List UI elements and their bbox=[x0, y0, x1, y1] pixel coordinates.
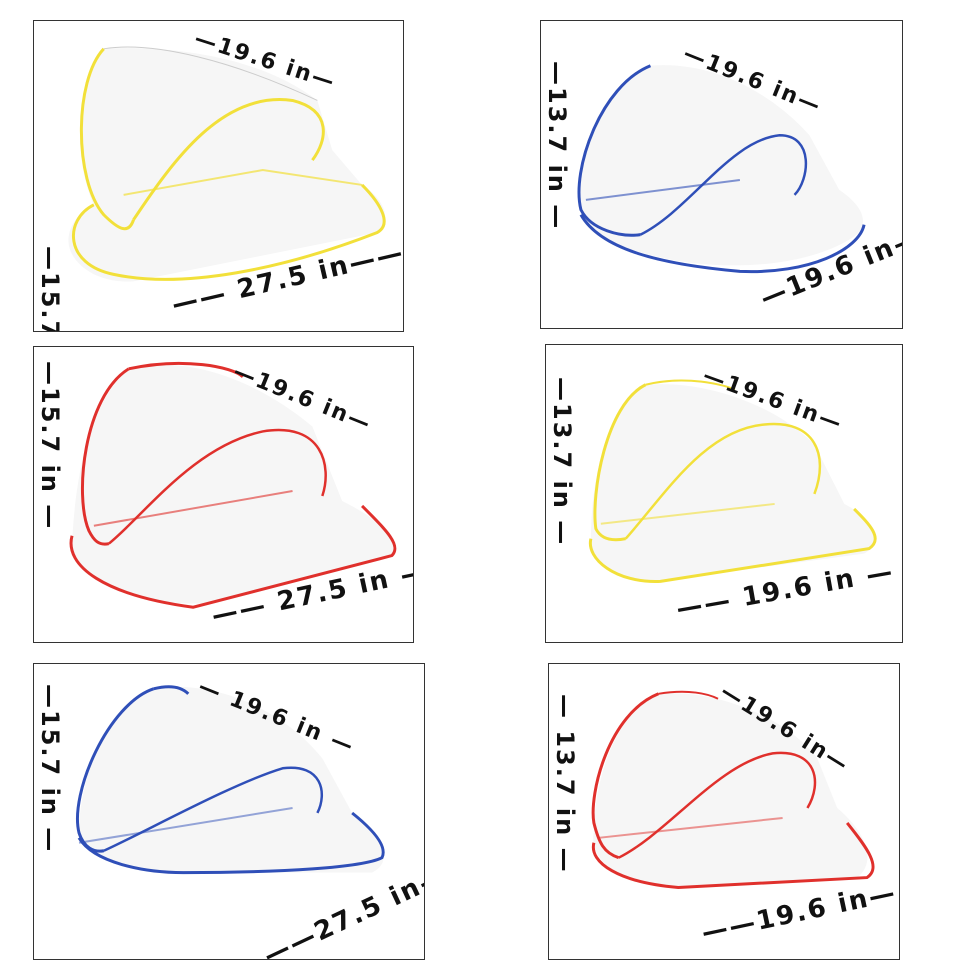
tent-illustration bbox=[591, 690, 875, 889]
height-label: —15.7 in — bbox=[36, 361, 64, 531]
tent-illustration bbox=[588, 379, 877, 583]
product-image-yellow-large: —15.7 in — —19.6 in— —— 27.5 in—— bbox=[33, 20, 404, 332]
tent-illustration bbox=[76, 685, 385, 875]
height-label: —15.7 in — bbox=[36, 684, 64, 854]
height-label: — 13.7 in — bbox=[551, 694, 579, 874]
tent-illustration bbox=[68, 46, 386, 282]
height-label: —13.7 in — bbox=[548, 377, 576, 547]
canopy-rim bbox=[79, 47, 135, 231]
tent-illustration bbox=[69, 361, 397, 609]
product-image-red-small: — 13.7 in — —19.6 in— ——19.6 in— bbox=[548, 663, 900, 960]
tent-illustration bbox=[577, 64, 866, 274]
product-image-blue-large: —15.7 in — — 19.6 in — ——27.5 in— bbox=[33, 663, 425, 960]
product-image-yellow-small: —13.7 in — —19.6 in— —— 19.6 in — bbox=[545, 344, 903, 643]
product-image-blue-small: —13.7 in — —19.6 in— —19.6 in— bbox=[540, 20, 903, 329]
height-label: —13.7 in — bbox=[543, 61, 571, 231]
product-image-red-large: —15.7 in — —19.6 in— —— 27.5 in — bbox=[33, 346, 414, 643]
height-label: —15.7 in — bbox=[36, 246, 64, 332]
